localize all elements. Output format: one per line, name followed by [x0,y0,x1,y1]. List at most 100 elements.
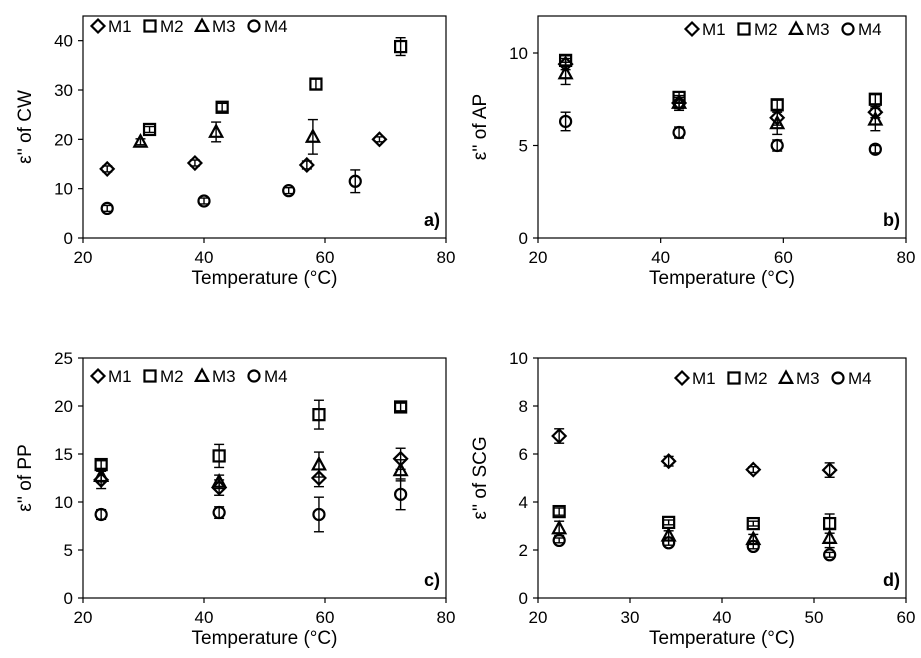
plot-frame [82,357,447,599]
y-tick-label: 10 [509,349,528,368]
legend-marker-m3 [193,17,211,32]
x-axis-label: Temperature (°C) [649,628,795,649]
point-m2 [215,100,229,114]
legend-label-m4: M4 [848,369,872,388]
x-tick-label: 40 [713,608,732,627]
y-tick-label: 0 [519,229,528,248]
point-m1 [371,131,388,148]
point-m4 [197,194,211,208]
point-m2 [212,449,226,463]
point-m2 [746,516,760,531]
point-m3 [867,110,884,126]
x-tick-label: 50 [805,608,824,627]
data-marks [551,427,838,562]
axis-ticks: 20 40 60 80 0 5 10 [509,44,915,267]
panel-b: Temperature (°C) ε'' of AP b) M1 M2 M3 M4 2… [470,15,915,289]
y-tick-label: 20 [54,130,73,149]
legend-marker-m1 [89,17,107,35]
x-tick-label: 30 [621,608,640,627]
point-m1 [186,154,203,172]
point-m4 [394,487,408,501]
point-m1 [745,461,762,478]
x-tick-label: 40 [651,248,670,267]
point-m2 [868,92,882,106]
point-m3 [557,64,574,80]
point-m4 [348,174,362,188]
axis-ticks: 20 40 60 80 0 5 10 15 20 25 [54,349,455,627]
x-tick-label: 80 [437,608,456,627]
legend-marker-m3 [777,369,795,384]
point-m3 [671,94,688,109]
x-axis-label: Temperature (°C) [192,268,338,289]
point-m1 [310,469,328,487]
legend-marker-m4 [247,369,261,383]
x-tick-label: 80 [897,248,916,267]
x-tick-label: 40 [195,608,214,627]
x-tick-label: 20 [74,608,93,627]
point-m4 [94,507,108,522]
legend-marker-m2 [143,369,157,383]
legend-marker-m3 [193,367,211,382]
legend-label-m1: M1 [692,369,716,388]
y-axis-label: ε'' of CW [15,90,36,164]
point-m4 [212,505,226,520]
y-tick-label: 25 [54,349,73,368]
point-m2 [770,98,784,112]
legend-label-m3: M3 [212,17,236,36]
x-tick-label: 60 [316,248,335,267]
point-m4 [662,536,676,550]
point-m4 [100,201,114,216]
legend: M1 M2 M3 M4 [683,20,882,39]
legend-marker-m4 [247,19,261,33]
y-axis-label: ε'' of AP [470,94,491,160]
plot-frame [537,357,907,599]
legend: M1 M2 M3 M4 [673,369,872,388]
panel-d: Temperature (°C) ε'' of SCG d) M1 M2 M3 M4 … [470,349,915,649]
data-marks [557,53,884,156]
point-m4 [312,507,326,522]
y-tick-label: 10 [509,44,528,63]
point-m3 [132,132,149,148]
legend-label-m3: M3 [212,367,236,386]
y-tick-label: 5 [519,137,528,156]
point-m1 [298,156,315,174]
point-m4 [868,142,882,156]
point-m4 [823,548,837,562]
y-tick-label: 0 [519,589,528,608]
legend-label-m1: M1 [108,17,132,36]
legend-label-m2: M2 [160,367,184,386]
point-m4 [746,539,760,554]
axis-ticks: 20 40 60 80 0 10 20 30 40 [54,32,455,267]
x-tick-label: 40 [195,248,214,267]
legend-label-m4: M4 [264,17,288,36]
point-m2 [142,122,157,137]
point-m2 [394,39,408,54]
point-m3 [211,473,228,488]
x-tick-label: 60 [316,608,335,627]
legend-label-m2: M2 [754,20,778,39]
x-tick-label: 80 [437,248,456,267]
x-tick-label: 60 [897,608,916,627]
point-m1 [99,160,116,177]
y-tick-label: 6 [519,445,528,464]
point-m3 [551,519,568,535]
legend-marker-m2 [737,22,751,36]
legend: M1 M2 M3 M4 [89,17,288,36]
plot-frame [537,15,907,239]
y-tick-label: 4 [519,493,528,512]
point-m3 [392,461,409,477]
point-m4 [552,533,566,548]
legend-marker-m1 [683,20,701,38]
x-tick-label: 20 [529,248,548,267]
panel-c: Temperature (°C) ε'' of PP c) M1 M2 M3 M4 2… [15,349,455,649]
y-tick-label: 8 [519,397,528,416]
point-m2 [394,400,408,414]
point-m4 [558,114,573,129]
y-tick-label: 0 [64,589,73,608]
legend-label-m4: M4 [264,367,288,386]
point-m3 [769,114,786,130]
y-tick-label: 20 [54,397,73,416]
panel-label: b) [883,210,900,230]
legend-label-m1: M1 [702,20,726,39]
